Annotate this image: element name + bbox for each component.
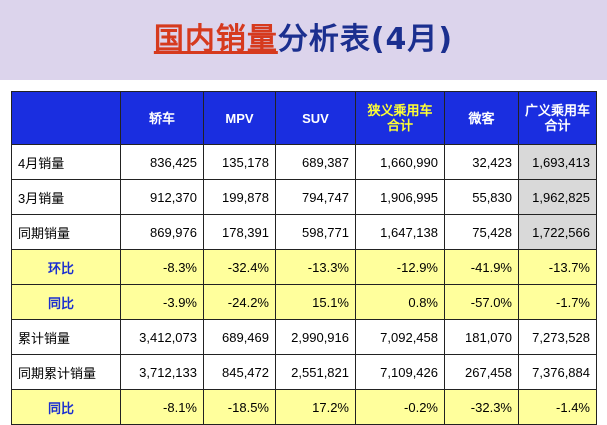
table-cell: 199,878 — [203, 179, 276, 215]
table-cell: 1,647,138 — [355, 214, 445, 250]
table-cell: 689,387 — [275, 144, 356, 180]
table-cell: 1,906,995 — [355, 179, 445, 215]
title-band — [0, 0, 607, 80]
table-cell: 845,472 — [203, 354, 276, 390]
table-cell: 912,370 — [120, 179, 204, 215]
table-row: 4月销量 836,425 135,178 689,387 1,660,990 32,423… — [11, 144, 597, 180]
table-cell: 7,376,884 — [518, 354, 597, 390]
table-cell: 3,412,073 — [120, 319, 204, 355]
table-row: 3月销量 912,370 199,878 794,747 1,906,995 55,830… — [11, 179, 597, 215]
column-header: MPV — [203, 91, 276, 145]
table-cell: 0.8% — [355, 284, 445, 320]
row-label: 同期累计销量 — [11, 354, 121, 390]
column-header: 广义乘用车合计 — [518, 91, 597, 145]
table-cell: -8.3% — [120, 249, 204, 285]
table-cell: 869,976 — [120, 214, 204, 250]
row-label: 4月销量 — [11, 144, 121, 180]
table-cell: 2,551,821 — [275, 354, 356, 390]
table-cell: 689,469 — [203, 319, 276, 355]
table-cell: 32,423 — [444, 144, 519, 180]
table-cell: 836,425 — [120, 144, 204, 180]
table-row: 累计销量 3,412,073 689,469 2,990,916 7,092,458 18… — [11, 319, 597, 355]
table-cell: 267,458 — [444, 354, 519, 390]
table-cell: 1,660,990 — [355, 144, 445, 180]
column-header: 狭义乘用车合计 — [355, 91, 445, 145]
sales-table: 轿车 MPV SUV 狭义乘用车合计 微客 广义乘用车合计 4月销量 836,42… — [11, 91, 597, 425]
table-cell: 17.2% — [275, 389, 356, 425]
table-cell: -13.7% — [518, 249, 597, 285]
table-cell: 1,693,413 — [518, 144, 597, 180]
column-header: 轿车 — [120, 91, 204, 145]
table-cell: 794,747 — [275, 179, 356, 215]
table-cell: -18.5% — [203, 389, 276, 425]
page-title: 国内销量分析表(4月) — [0, 14, 607, 58]
table-cell: 1,962,825 — [518, 179, 597, 215]
column-header: 微客 — [444, 91, 519, 145]
table-cell: -13.3% — [275, 249, 356, 285]
row-label: 累计销量 — [11, 319, 121, 355]
table-cell: 15.1% — [275, 284, 356, 320]
table-cell: -3.9% — [120, 284, 204, 320]
table-cell: 7,109,426 — [355, 354, 445, 390]
table-row: 同期销量 869,976 178,391 598,771 1,647,138 75,428… — [11, 214, 597, 250]
table-cell: 598,771 — [275, 214, 356, 250]
column-header: SUV — [275, 91, 356, 145]
header-corner — [11, 91, 121, 145]
table-cell: -1.7% — [518, 284, 597, 320]
table-row: 同期累计销量 3,712,133 845,472 2,551,821 7,109,426… — [11, 354, 597, 390]
table-cell: -0.2% — [355, 389, 445, 425]
table-cell: -24.2% — [203, 284, 276, 320]
row-label: 同比 — [11, 284, 121, 320]
table-row: 环比 -8.3% -32.4% -13.3% -12.9% -41.9% -13.7% — [11, 249, 597, 285]
table-cell: -12.9% — [355, 249, 445, 285]
table-cell: -32.4% — [203, 249, 276, 285]
table-cell: 7,273,528 — [518, 319, 597, 355]
table-cell: -41.9% — [444, 249, 519, 285]
table-cell: 178,391 — [203, 214, 276, 250]
title-highlight: 国内销量 — [153, 22, 278, 57]
row-label: 3月销量 — [11, 179, 121, 215]
table-row: 同比 -3.9% -24.2% 15.1% 0.8% -57.0% -1.7% — [11, 284, 597, 320]
table-cell: 181,070 — [444, 319, 519, 355]
row-label: 同比 — [11, 389, 121, 425]
table-cell: 55,830 — [444, 179, 519, 215]
table-cell: 1,722,566 — [518, 214, 597, 250]
table-cell: 75,428 — [444, 214, 519, 250]
header-row: 轿车 MPV SUV 狭义乘用车合计 微客 广义乘用车合计 — [11, 91, 597, 145]
row-label: 同期销量 — [11, 214, 121, 250]
table-cell: -8.1% — [120, 389, 204, 425]
title-rest: 分析表(4月) — [277, 22, 454, 57]
row-label: 环比 — [11, 249, 121, 285]
table-cell: 2,990,916 — [275, 319, 356, 355]
table-cell: 3,712,133 — [120, 354, 204, 390]
table-cell: -1.4% — [518, 389, 597, 425]
table-row: 同比 -8.1% -18.5% 17.2% -0.2% -32.3% -1.4% — [11, 389, 597, 425]
table-cell: 135,178 — [203, 144, 276, 180]
table-cell: -32.3% — [444, 389, 519, 425]
table-cell: 7,092,458 — [355, 319, 445, 355]
table-cell: -57.0% — [444, 284, 519, 320]
